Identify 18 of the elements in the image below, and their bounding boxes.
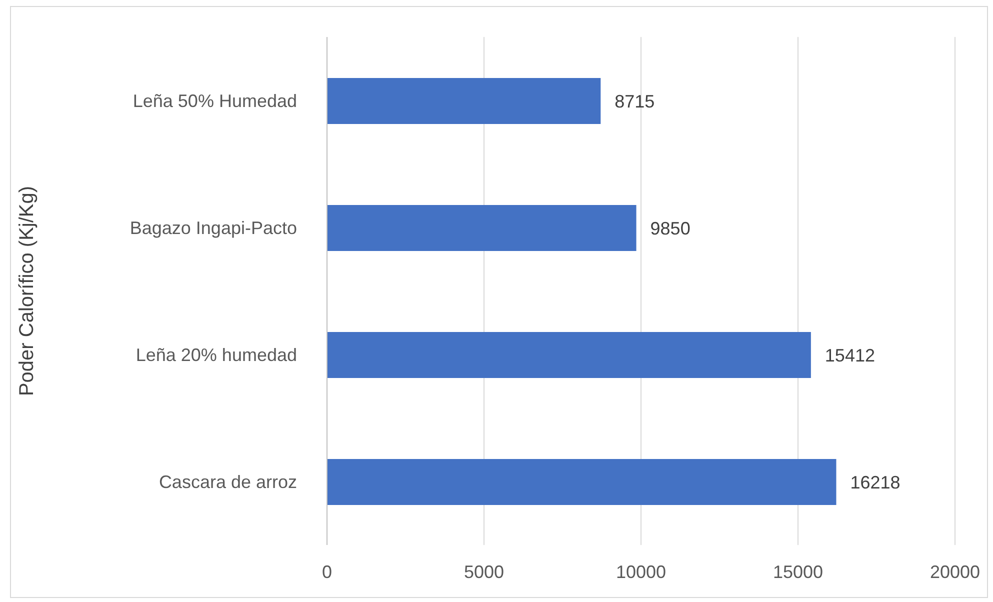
x-tick-label: 15000 — [772, 562, 824, 582]
x-tick-label: 0 — [322, 562, 332, 582]
bar — [327, 459, 836, 505]
data-label: 8715 — [614, 91, 655, 112]
data-label: 16218 — [850, 472, 900, 492]
y-axis-title: Poder Calorífico (Kj/Kg) — [16, 186, 38, 396]
y-tick-label: Cascara de arroz — [158, 472, 297, 492]
bar — [327, 78, 601, 124]
x-tick-label: 10000 — [616, 562, 666, 582]
y-tick-label: Leña 50% Humedad — [132, 90, 297, 111]
bar — [327, 205, 636, 251]
x-tick-label: 20000 — [930, 562, 980, 582]
y-tick-label: Bagazo Ingapi-Pacto — [130, 218, 297, 238]
data-label: 9850 — [650, 218, 690, 238]
y-tick-label: Leña 20% humedad — [136, 344, 297, 365]
data-label: 15412 — [824, 345, 875, 366]
x-tick-label: 5000 — [464, 562, 504, 582]
bar — [327, 332, 811, 378]
